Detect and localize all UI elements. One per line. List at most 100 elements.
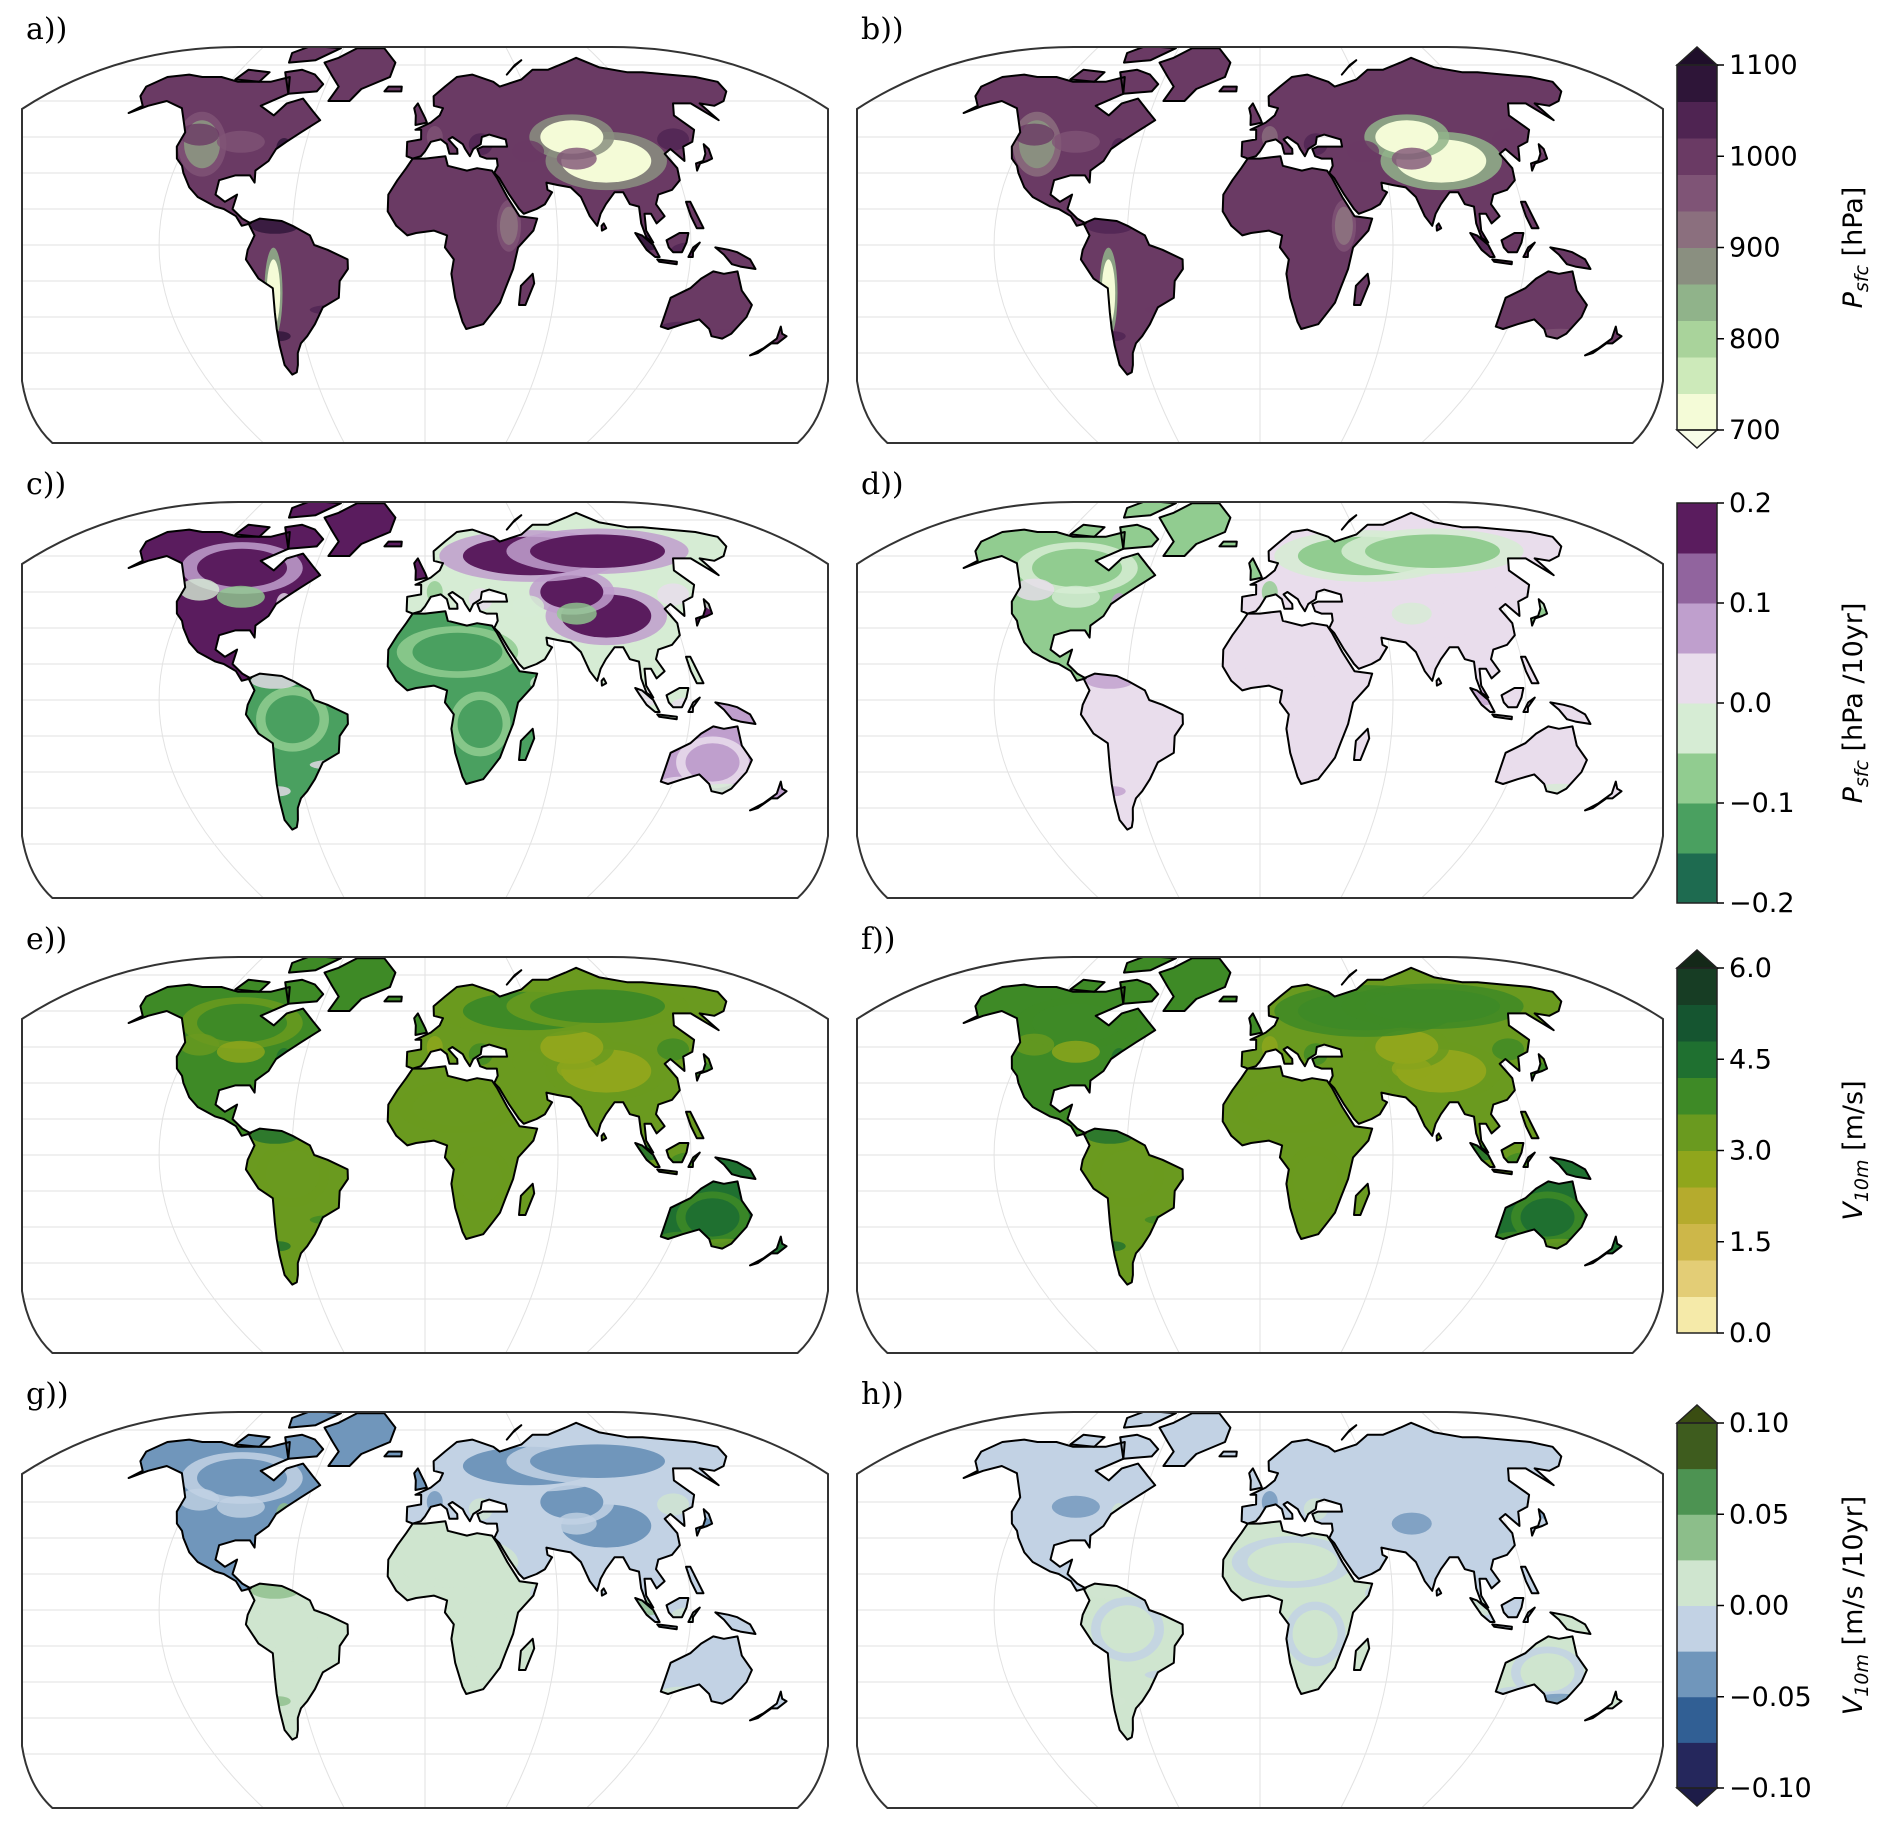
map-panel-g	[21, 1411, 829, 1809]
field-blob	[179, 1033, 220, 1056]
field-blob	[457, 1610, 503, 1658]
colorbar-tick-label: −0.1	[1729, 788, 1795, 819]
colorbar-extend-top	[1675, 45, 1719, 66]
field-blob	[1100, 695, 1155, 744]
land-greenland	[324, 1413, 396, 1466]
field-blob	[179, 578, 220, 601]
field-blob	[540, 120, 604, 154]
field-blob	[412, 632, 503, 672]
field-blob	[216, 130, 265, 153]
land-uk	[1249, 558, 1262, 580]
land-greenland	[1159, 503, 1231, 556]
panel-label-b: b))	[861, 12, 904, 47]
land-baffin	[1120, 69, 1159, 94]
field-blob	[1375, 1485, 1439, 1519]
map-frame	[856, 501, 1664, 899]
colorbar-segment	[1677, 1559, 1717, 1606]
field-blob	[1014, 578, 1055, 601]
colorbar-segment	[1677, 284, 1717, 321]
colorbar-segment	[1677, 1468, 1717, 1515]
colorbar-extend-bottom	[1675, 429, 1719, 450]
colorbar-segment	[1677, 357, 1717, 394]
land-baffin	[1120, 979, 1159, 1004]
colorbar-tick-label: 6.0	[1729, 953, 1772, 984]
colorbar-segment	[1677, 320, 1717, 358]
colorbar-segment	[1677, 1150, 1717, 1188]
coastlines	[962, 47, 1623, 376]
land-madagascar	[519, 273, 535, 305]
land-madagascar	[1354, 1183, 1370, 1215]
colorbar-segment	[1677, 968, 1717, 1005]
land-madagascar	[519, 728, 535, 760]
colorbar-segment	[1677, 174, 1717, 212]
colorbar-tick-label: 0.10	[1729, 1408, 1789, 1439]
field-blob	[530, 989, 666, 1023]
field-blob	[1365, 1444, 1501, 1478]
panel-label-h: h))	[861, 1377, 904, 1412]
map-frame	[21, 956, 829, 1354]
land-greenland	[1159, 958, 1231, 1011]
field-blob	[1520, 1198, 1575, 1237]
field-blob	[540, 1030, 604, 1064]
land-africa	[387, 156, 538, 329]
map-panel-b	[856, 46, 1664, 444]
colorbar-segment	[1677, 138, 1717, 175]
field-blob	[512, 595, 545, 618]
colorbar-segment	[1677, 1605, 1717, 1652]
land-uk	[1249, 103, 1262, 125]
colorbar-segment	[1677, 1187, 1717, 1224]
field-blob	[1334, 206, 1353, 245]
land-madagascar	[1354, 1638, 1370, 1670]
colorbar-tick-label: 4.5	[1729, 1044, 1772, 1075]
field-blob	[530, 534, 666, 568]
land-greenland	[1159, 48, 1231, 101]
land-newguinea	[1550, 1157, 1591, 1179]
land-greenland	[324, 48, 396, 101]
land-greenland	[324, 958, 396, 1011]
field-blob	[1365, 534, 1501, 568]
panel-label-d: d))	[861, 467, 904, 502]
field-blob	[657, 1493, 690, 1516]
colorbar-label: Psfc [hPa]	[1838, 187, 1873, 309]
field-blob	[540, 575, 604, 609]
field-blob	[412, 1087, 503, 1127]
colorbar-segment	[1677, 553, 1717, 604]
colorbar-tick-label: 0.0	[1729, 1318, 1772, 1349]
map-frame	[856, 1411, 1664, 1809]
field-blob	[1492, 1038, 1525, 1061]
land-madagascar	[1354, 728, 1370, 760]
field-blob	[1520, 743, 1575, 782]
land-namerica	[963, 984, 1156, 1136]
colorbar-0: 700 800 900 1000 1100 Psfc [hPa]	[1675, 45, 1873, 450]
colorbar-segment	[1677, 1742, 1717, 1789]
field-blob	[499, 206, 518, 245]
field-blob	[1051, 1040, 1100, 1063]
field-blob	[1051, 585, 1100, 608]
panel-label-c: c))	[26, 467, 66, 502]
field-blob	[685, 743, 740, 782]
field-blob	[1247, 632, 1338, 672]
map-panel-f	[856, 956, 1664, 1354]
field-blob	[179, 123, 220, 146]
colorbar-segment	[1677, 1423, 1717, 1470]
land-namerica	[128, 529, 321, 681]
land-uk	[414, 558, 427, 580]
panel-label-a: a))	[26, 12, 67, 47]
field-blob	[556, 1057, 597, 1080]
colorbar-tick-label: 700	[1729, 415, 1781, 446]
land-madagascar	[1354, 273, 1370, 305]
land-uk	[1249, 1013, 1262, 1035]
field-blob	[1391, 1512, 1432, 1535]
field-blob	[1247, 1542, 1338, 1582]
colorbar-extend-top	[1675, 948, 1719, 969]
land-baffin	[285, 69, 324, 94]
colorbar-tick-label: 1.5	[1729, 1227, 1772, 1258]
field-blob	[685, 1198, 740, 1237]
colorbar-tick-label: 800	[1729, 324, 1781, 355]
field-blob	[1292, 1610, 1338, 1658]
colorbar-tick-label: 1100	[1729, 50, 1798, 81]
field-blob	[1520, 1653, 1575, 1692]
coastlines	[127, 957, 788, 1286]
land-newguinea	[715, 1612, 756, 1634]
